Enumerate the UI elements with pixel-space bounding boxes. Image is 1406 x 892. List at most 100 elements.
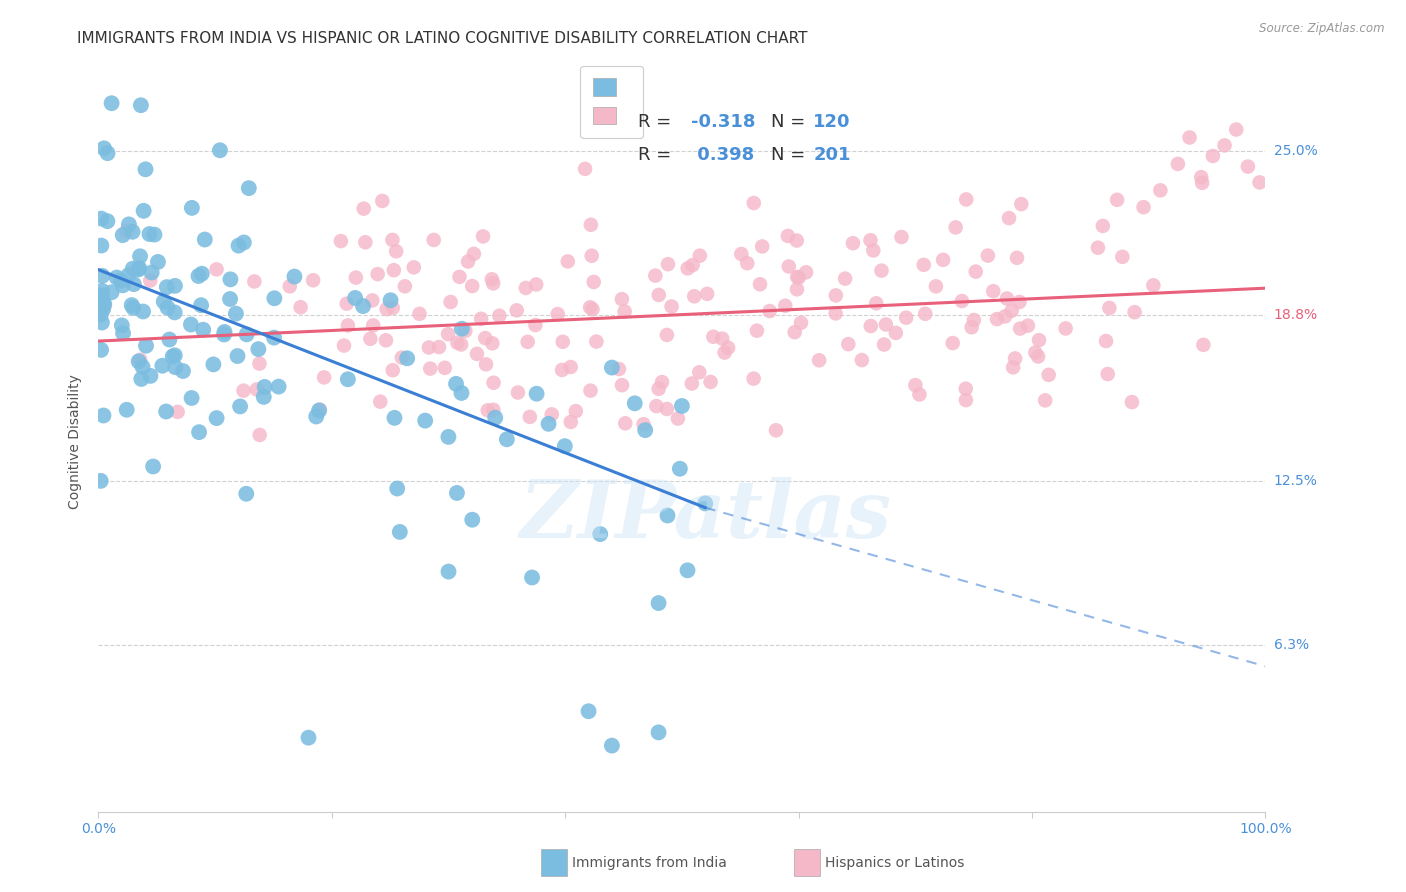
Point xyxy=(91,302,114,317)
Point xyxy=(1002,360,1025,375)
Point xyxy=(450,322,472,336)
Point xyxy=(475,357,498,371)
Point xyxy=(336,372,359,386)
Point xyxy=(1098,301,1121,315)
Point xyxy=(735,256,758,270)
Point xyxy=(205,411,228,425)
Point xyxy=(681,376,703,391)
Point xyxy=(745,324,768,338)
Point xyxy=(1167,157,1189,171)
Point xyxy=(118,218,141,232)
Point xyxy=(367,267,389,281)
Point xyxy=(955,382,977,396)
Point xyxy=(163,305,186,319)
Point xyxy=(129,249,152,263)
Point xyxy=(457,254,479,268)
Point xyxy=(515,281,537,295)
Point xyxy=(129,352,152,367)
Text: -0.318: -0.318 xyxy=(690,113,755,131)
Point xyxy=(368,394,391,409)
Point xyxy=(115,224,138,238)
Point xyxy=(551,334,574,349)
Point xyxy=(163,278,186,293)
Point xyxy=(214,325,236,339)
Point xyxy=(689,249,711,263)
Point xyxy=(614,417,637,431)
Point xyxy=(90,316,112,330)
Point xyxy=(557,254,579,268)
Point xyxy=(263,291,285,305)
Point xyxy=(1010,321,1032,335)
Point xyxy=(450,386,472,401)
Point xyxy=(336,296,359,310)
Point xyxy=(90,343,112,357)
Point xyxy=(859,318,882,333)
Point xyxy=(205,262,228,277)
Point xyxy=(688,365,710,379)
Point xyxy=(437,565,460,579)
Text: 12.5%: 12.5% xyxy=(1274,475,1317,488)
Point xyxy=(344,270,367,285)
Point xyxy=(352,299,374,313)
Point xyxy=(875,318,897,332)
Point xyxy=(776,228,799,243)
Point xyxy=(208,143,231,157)
Point xyxy=(91,294,114,309)
Point xyxy=(1005,251,1028,265)
Point xyxy=(783,325,806,339)
Point xyxy=(1004,351,1026,366)
Point xyxy=(865,296,887,310)
Point xyxy=(353,202,375,216)
Point xyxy=(488,309,510,323)
Point xyxy=(537,417,560,431)
Point xyxy=(235,327,257,342)
Point xyxy=(696,286,718,301)
Point xyxy=(613,304,636,318)
Point xyxy=(382,263,405,277)
Point xyxy=(1087,241,1109,255)
Text: 25.0%: 25.0% xyxy=(1274,144,1317,158)
Point xyxy=(713,345,735,359)
Point xyxy=(474,331,496,345)
Point xyxy=(308,402,330,417)
Point xyxy=(96,146,118,161)
Point xyxy=(413,414,436,428)
Point xyxy=(955,193,977,207)
Point xyxy=(180,391,202,405)
Point xyxy=(986,312,1008,326)
Point xyxy=(290,300,312,314)
Point xyxy=(166,405,188,419)
Point xyxy=(246,383,269,397)
Point xyxy=(647,382,669,396)
Point xyxy=(914,307,936,321)
Text: N =: N = xyxy=(770,113,811,131)
Point xyxy=(644,268,666,283)
Point xyxy=(1178,130,1201,145)
Point xyxy=(1123,305,1146,319)
Point xyxy=(837,337,859,351)
Point xyxy=(955,393,977,408)
Point xyxy=(180,318,202,332)
Point xyxy=(165,360,187,375)
Point xyxy=(870,263,893,277)
Point xyxy=(394,279,416,293)
Point xyxy=(873,337,896,351)
Point xyxy=(111,318,134,333)
Point xyxy=(482,277,505,291)
Point xyxy=(100,285,122,300)
Point xyxy=(449,269,471,284)
Point xyxy=(1121,395,1143,409)
Point xyxy=(749,277,772,292)
Point xyxy=(1024,345,1046,359)
Point xyxy=(794,265,817,279)
Point xyxy=(122,301,145,315)
Text: 201: 201 xyxy=(813,146,851,164)
Point xyxy=(1033,393,1056,408)
Point xyxy=(131,359,153,374)
Point xyxy=(396,351,419,366)
Point xyxy=(427,340,450,354)
Point xyxy=(908,387,931,401)
Point xyxy=(172,364,194,378)
Point xyxy=(247,342,270,356)
Point xyxy=(128,354,150,368)
